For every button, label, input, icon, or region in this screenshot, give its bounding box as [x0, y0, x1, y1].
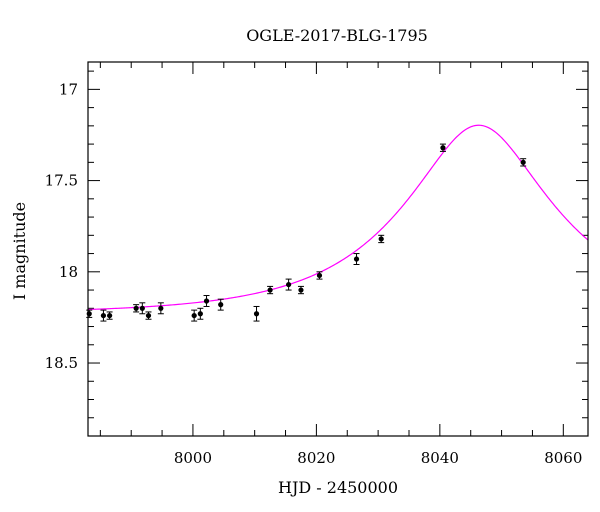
data-point: [267, 287, 273, 293]
y-tick-label: 18.5: [45, 354, 78, 372]
data-point: [440, 145, 446, 151]
data-point: [203, 298, 210, 304]
model-curve-group: [87, 124, 589, 311]
chart-title: OGLE-2017-BLG-1795: [246, 26, 428, 45]
data-point: [353, 256, 360, 262]
x-tick-label: 8040: [421, 449, 459, 467]
data-point: [100, 312, 107, 319]
y-tick-label: 17: [59, 80, 78, 98]
data-point: [286, 281, 292, 288]
data-point: [298, 287, 304, 293]
data-point: [218, 302, 224, 308]
y-tick-label: 18: [59, 263, 78, 281]
data-point: [197, 311, 203, 317]
x-tick-label: 8000: [174, 449, 212, 467]
data-point: [107, 312, 113, 319]
x-tick-label: 8020: [297, 449, 335, 467]
data-point: [316, 272, 323, 279]
y-tick-label: 17.5: [45, 172, 78, 190]
model-curve: [87, 124, 589, 311]
data-point: [520, 159, 526, 165]
y-axis-label: I magnitude: [10, 202, 29, 300]
data-point: [191, 312, 197, 319]
data-point: [145, 312, 152, 319]
data-point: [158, 305, 164, 311]
plot-frame: [87, 61, 589, 437]
data-point: [139, 305, 145, 311]
data-points-group: [86, 143, 527, 322]
data-point: [378, 236, 384, 242]
x-tick-label: 8060: [544, 449, 582, 467]
data-point: [133, 305, 139, 311]
x-axis-label: HJD - 2450000: [278, 478, 398, 497]
data-point: [253, 311, 260, 317]
axis-ticks: 8000 8020 8040 8060 17 17.5 18 18.5: [45, 62, 588, 467]
